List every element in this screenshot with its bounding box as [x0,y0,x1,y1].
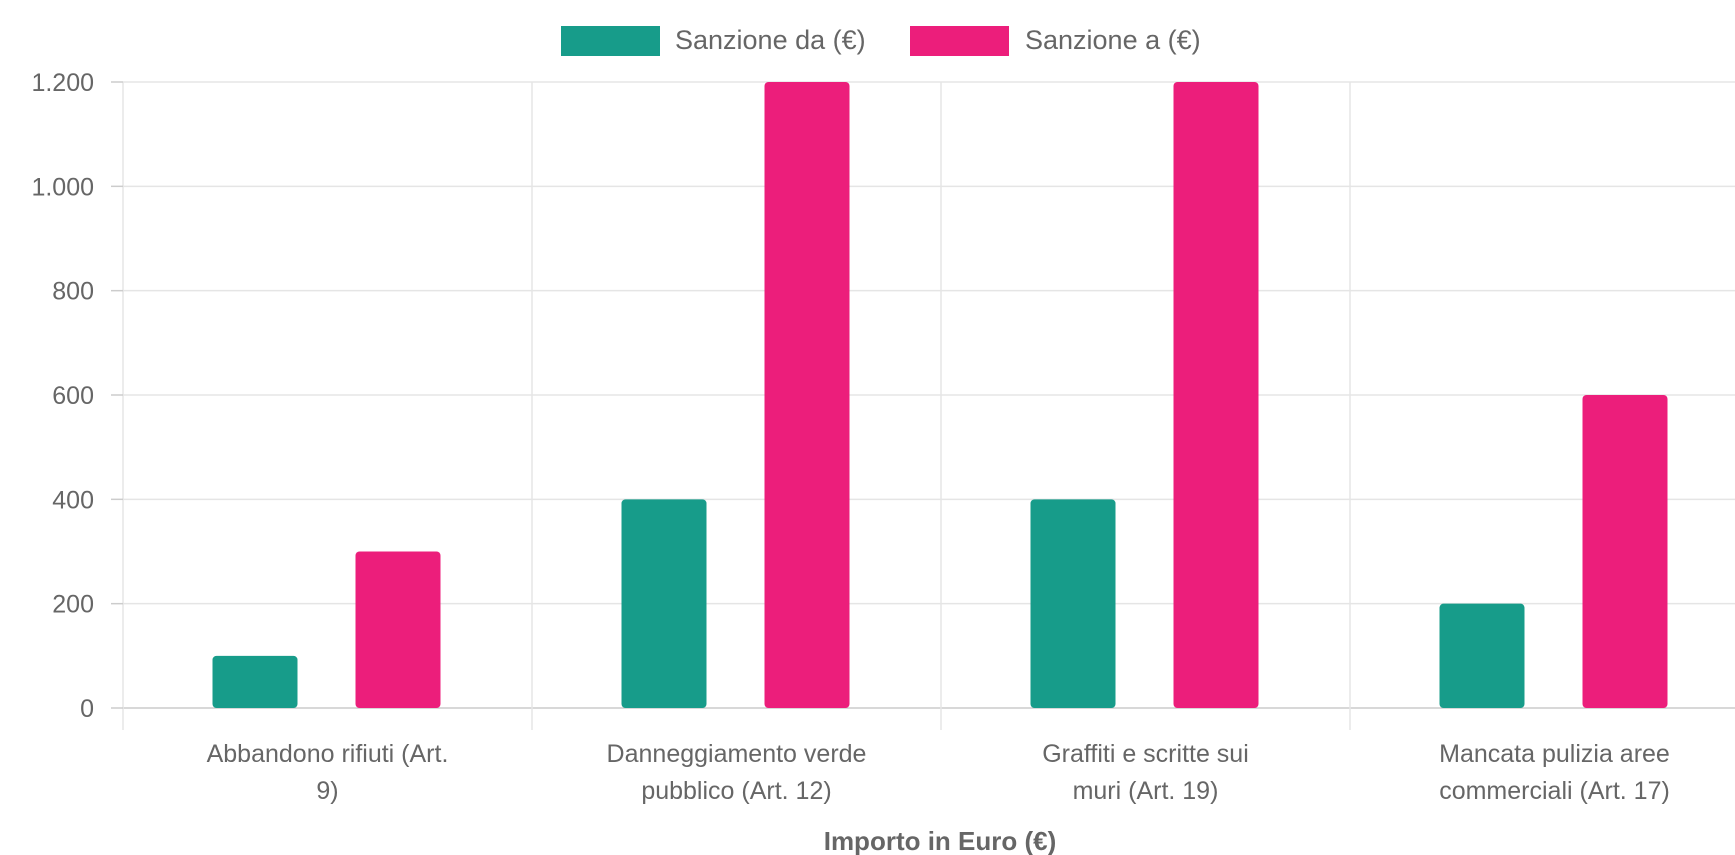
legend-swatch [561,26,660,56]
x-tick-label: Abbandono rifiuti (Art. 9) [207,740,449,805]
y-axis: 0 200 400 600 800 1.000 1.200 [31,69,123,723]
y-tick-label: 200 [52,591,94,619]
legend-item[interactable]: Sanzione da (€) [561,25,866,56]
y-tick-label: 0 [80,695,94,723]
legend-swatch [910,26,1009,56]
y-tick-label: 800 [52,278,94,306]
bars [212,82,1668,708]
y-tick-label: 400 [52,486,94,514]
bar-sanzione-da [1439,603,1525,708]
bar-sanzione-da [1030,499,1116,708]
x-tick-label: Mancata pulizia aree commerciali (Art. 17… [1439,740,1670,805]
bar-sanzione-a [764,82,850,708]
bar-sanzione-a [355,551,441,708]
legend-label: Sanzione a (€) [1025,25,1201,55]
y-tick-label: 1.000 [31,173,94,201]
bar-sanzione-da [621,499,707,708]
legend[interactable]: Sanzione da (€) Sanzione a (€) [561,25,1201,56]
y-tick-label: 600 [52,382,94,410]
x-axis: Abbandono rifiuti (Art. 9) Danneggiamento … [207,740,1670,805]
legend-label: Sanzione da (€) [675,25,866,55]
x-tick-label: Graffiti e scritte sui muri (Art. 19) [1042,740,1249,805]
legend-item[interactable]: Sanzione a (€) [910,25,1201,56]
x-axis-title: Importo in Euro (€) [824,826,1057,855]
bar-sanzione-da [212,655,298,708]
y-tick-label: 1.200 [31,69,94,97]
bar-sanzione-a [1582,395,1668,708]
bar-sanzione-a [1173,82,1259,708]
x-tick-label: Danneggiamento verde pubblico (Art. 12) [607,740,867,805]
